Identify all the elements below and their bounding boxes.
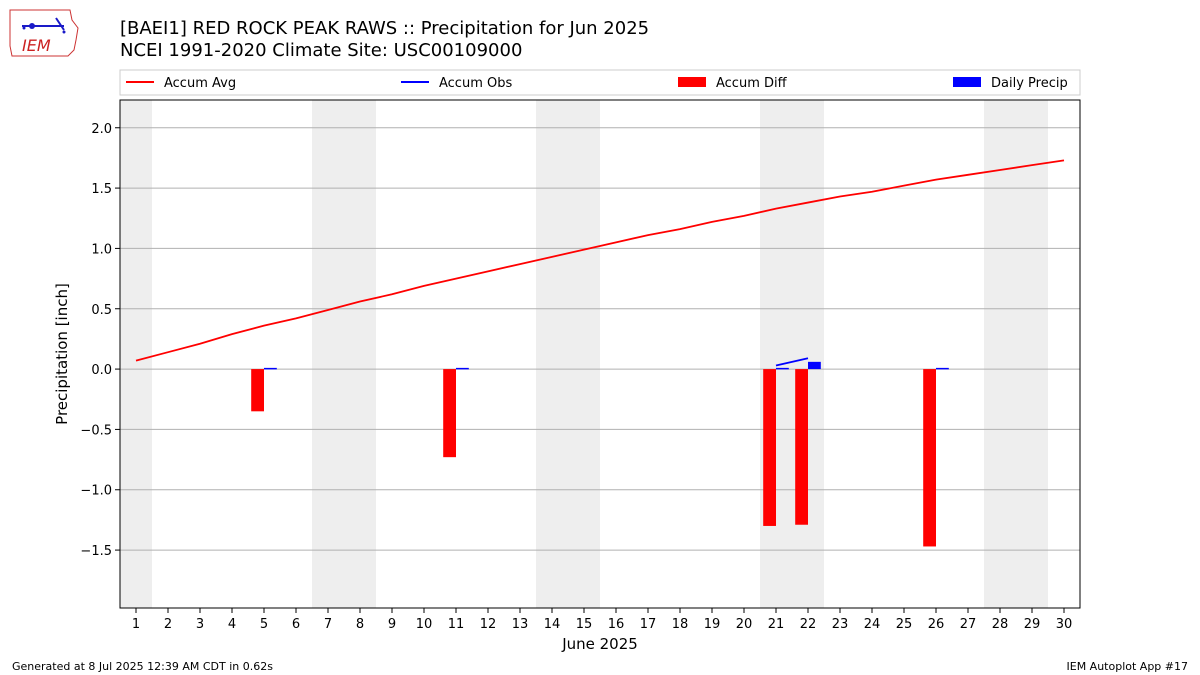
x-tick-label: 28 <box>992 617 1009 632</box>
daily-precip-bar <box>776 367 789 370</box>
iem-logo: IEM <box>8 6 80 60</box>
x-tick-label: 15 <box>576 617 593 632</box>
y-tick-label: −0.5 <box>80 423 112 438</box>
grid-lines <box>120 127 1080 551</box>
y-tick-label: 1.5 <box>91 182 112 197</box>
x-tick-label: 19 <box>704 617 721 632</box>
x-tick-label: 16 <box>608 617 625 632</box>
x-tick-label: 17 <box>640 617 657 632</box>
y-tick-label: 2.0 <box>91 122 112 137</box>
weekend-band-1 <box>312 100 376 608</box>
x-tick-label: 6 <box>292 617 300 632</box>
x-tick-label: 9 <box>388 617 396 632</box>
legend: Accum Avg Accum Obs Accum Diff Daily Precip <box>119 69 1081 96</box>
x-tick-label: 7 <box>324 617 332 632</box>
weekend-band-0 <box>120 100 152 608</box>
x-tick-label: 18 <box>672 617 689 632</box>
y-tick-label: −1.0 <box>80 484 112 499</box>
daily-precip-bar <box>264 367 277 370</box>
line-series <box>135 159 1065 367</box>
x-axis-label: June 2025 <box>561 635 638 653</box>
x-tick-label: 22 <box>800 617 817 632</box>
legend-accum-avg-label: Accum Avg <box>164 76 236 91</box>
x-tick-label: 13 <box>512 617 529 632</box>
accum-diff-bar <box>443 369 456 458</box>
accum-diff-bar <box>795 369 808 525</box>
legend-accum-diff-label: Accum Diff <box>716 76 788 91</box>
y-tick-label: −1.5 <box>80 544 112 559</box>
x-tick-label: 11 <box>448 617 465 632</box>
x-tick-label: 3 <box>196 617 204 632</box>
x-tick-label: 12 <box>480 617 497 632</box>
generated-timestamp: Generated at 8 Jul 2025 12:39 AM CDT in … <box>12 660 273 673</box>
y-tick-label: 0.0 <box>91 363 112 378</box>
x-tick-label: 10 <box>416 617 433 632</box>
accum-avg-line <box>135 159 1065 362</box>
x-tick-label: 14 <box>544 617 561 632</box>
x-tick-label: 2 <box>164 617 172 632</box>
chart-subtitle: NCEI 1991-2020 Climate Site: USC00109000 <box>120 40 523 61</box>
daily-precip-bar <box>808 361 821 370</box>
weekend-band-4 <box>984 100 1048 608</box>
y-tick-label: 1.0 <box>91 242 112 257</box>
x-tick-label: 21 <box>768 617 785 632</box>
x-tick-label: 20 <box>736 617 753 632</box>
x-tick-label: 27 <box>960 617 977 632</box>
iem-iowa-logo-icon: IEM <box>9 9 79 57</box>
accum-diff-bar <box>251 369 264 412</box>
x-tick-label: 24 <box>864 617 881 632</box>
x-tick-label: 8 <box>356 617 364 632</box>
x-tick-label: 29 <box>1024 617 1041 632</box>
y-axis-label: Precipitation [inch] <box>53 283 71 425</box>
accum-diff-bar <box>923 369 936 547</box>
weekend-band-3 <box>760 100 824 608</box>
legend-accum-obs-label: Accum Obs <box>439 76 512 91</box>
legend-daily-precip-swatch <box>953 77 981 87</box>
accum-diff-bar <box>763 369 776 526</box>
weekend-shading <box>120 100 1048 608</box>
x-tick-label: 1 <box>132 617 140 632</box>
axes: −1.5−1.0−0.50.00.51.01.52.01 2 3 4 5 6 7 8 9 10 11… <box>80 122 1072 632</box>
x-tick-label: 4 <box>228 617 236 632</box>
plot-frame <box>119 99 1081 609</box>
chart-title: [BAEI1] RED ROCK PEAK RAWS :: Precipitat… <box>120 18 650 39</box>
weekend-band-2 <box>536 100 600 608</box>
x-tick-label: 23 <box>832 617 849 632</box>
legend-frame <box>119 69 1081 96</box>
y-tick-label: 0.5 <box>91 303 112 318</box>
bar-series <box>251 361 949 547</box>
x-tick-label: 25 <box>896 617 913 632</box>
daily-precip-bar <box>456 367 469 370</box>
accum-obs-line <box>775 357 809 367</box>
app-identifier: IEM Autoplot App #17 <box>1066 660 1189 673</box>
x-tick-label: 5 <box>260 617 268 632</box>
daily-precip-bar <box>936 367 949 370</box>
x-tick-label: 26 <box>928 617 945 632</box>
x-tick-label: 30 <box>1056 617 1073 632</box>
legend-accum-diff-swatch <box>678 77 706 87</box>
logo-text: IEM <box>22 36 51 55</box>
legend-daily-precip-label: Daily Precip <box>991 76 1068 91</box>
